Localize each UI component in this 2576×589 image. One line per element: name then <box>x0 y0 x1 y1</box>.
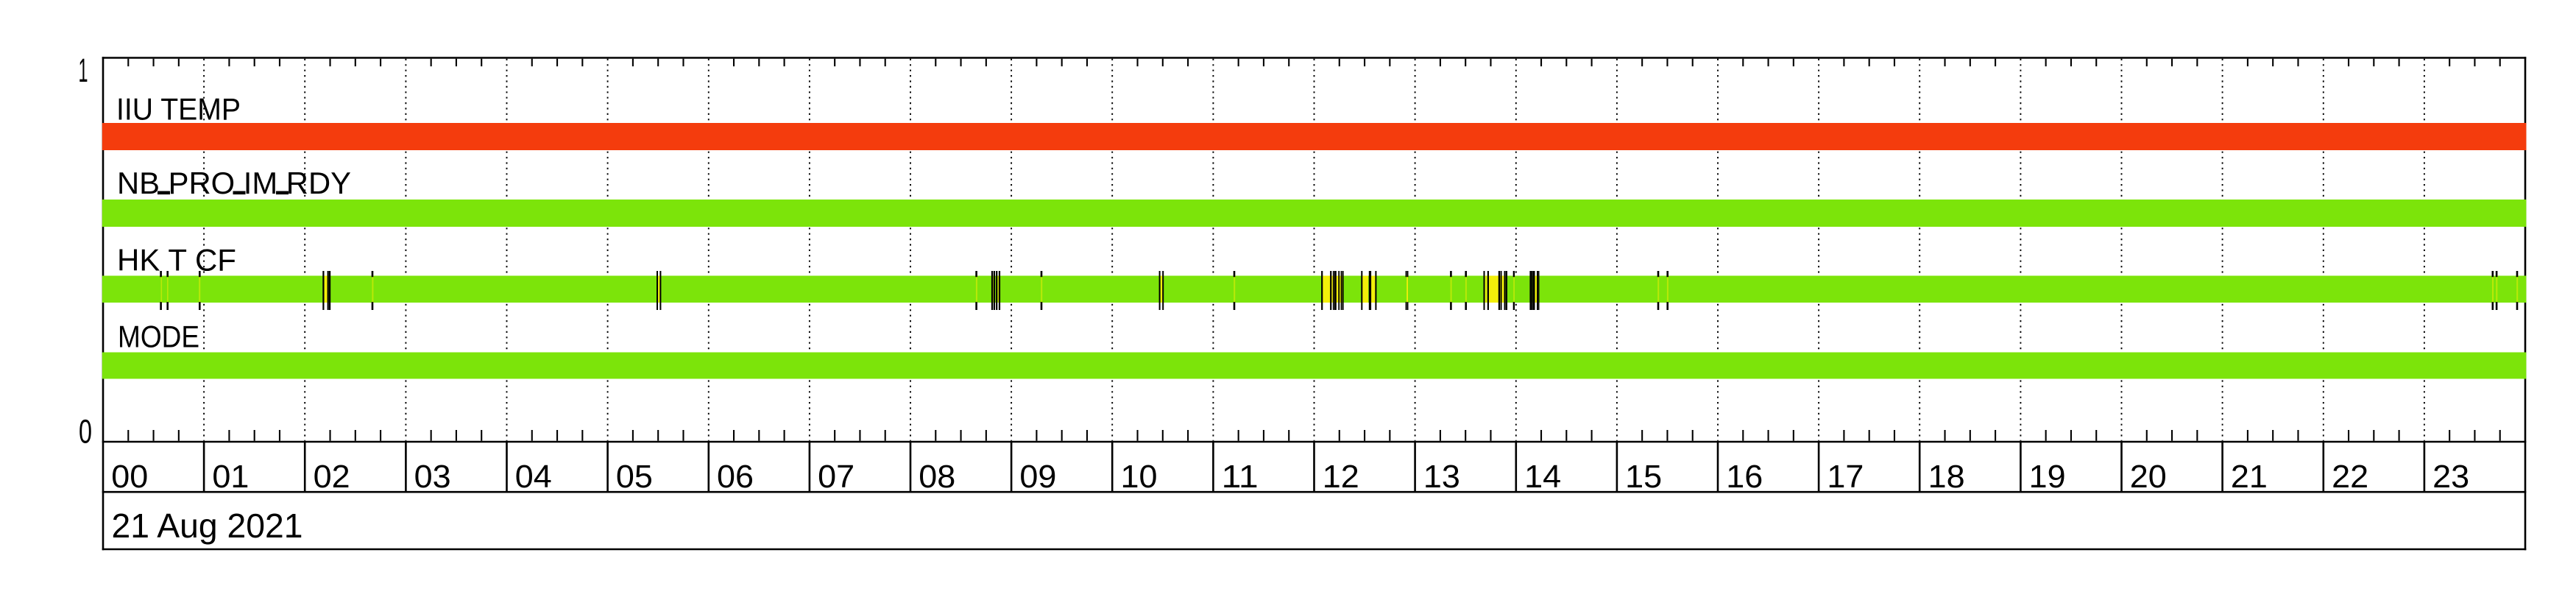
svg-text:19: 19 <box>2029 459 2066 495</box>
svg-text:10: 10 <box>1121 459 1158 495</box>
svg-text:09: 09 <box>1019 459 1056 495</box>
svg-text:00: 00 <box>111 459 148 495</box>
svg-text:06: 06 <box>717 459 754 495</box>
svg-text:12: 12 <box>1323 459 1359 495</box>
svg-text:03: 03 <box>414 459 451 495</box>
svg-text:11: 11 <box>1222 459 1259 495</box>
svg-text:13: 13 <box>1423 459 1460 495</box>
svg-text:18: 18 <box>1928 459 1965 495</box>
svg-text:1: 1 <box>79 52 88 89</box>
svg-text:14: 14 <box>1524 459 1561 495</box>
svg-text:05: 05 <box>616 459 653 495</box>
svg-text:17: 17 <box>1827 459 1864 495</box>
svg-text:HK T CF: HK T CF <box>117 243 236 278</box>
svg-text:16: 16 <box>1726 459 1763 495</box>
svg-text:23: 23 <box>2432 459 2469 495</box>
svg-text:20: 20 <box>2130 459 2167 495</box>
svg-text:21: 21 <box>2231 459 2268 495</box>
svg-text:01: 01 <box>212 459 249 495</box>
svg-text:IIU TEMP: IIU TEMP <box>116 92 241 127</box>
svg-text:02: 02 <box>314 459 350 495</box>
svg-text:21 Aug 2021: 21 Aug 2021 <box>112 507 303 545</box>
svg-text:MODE: MODE <box>118 319 199 353</box>
svg-text:07: 07 <box>818 459 854 495</box>
svg-text:04: 04 <box>515 459 552 495</box>
svg-text:0: 0 <box>79 413 92 451</box>
svg-text:08: 08 <box>919 459 955 495</box>
svg-text:15: 15 <box>1625 459 1662 495</box>
svg-text:NB PRO IM RDY: NB PRO IM RDY <box>117 166 351 200</box>
svg-text:22: 22 <box>2332 459 2368 495</box>
